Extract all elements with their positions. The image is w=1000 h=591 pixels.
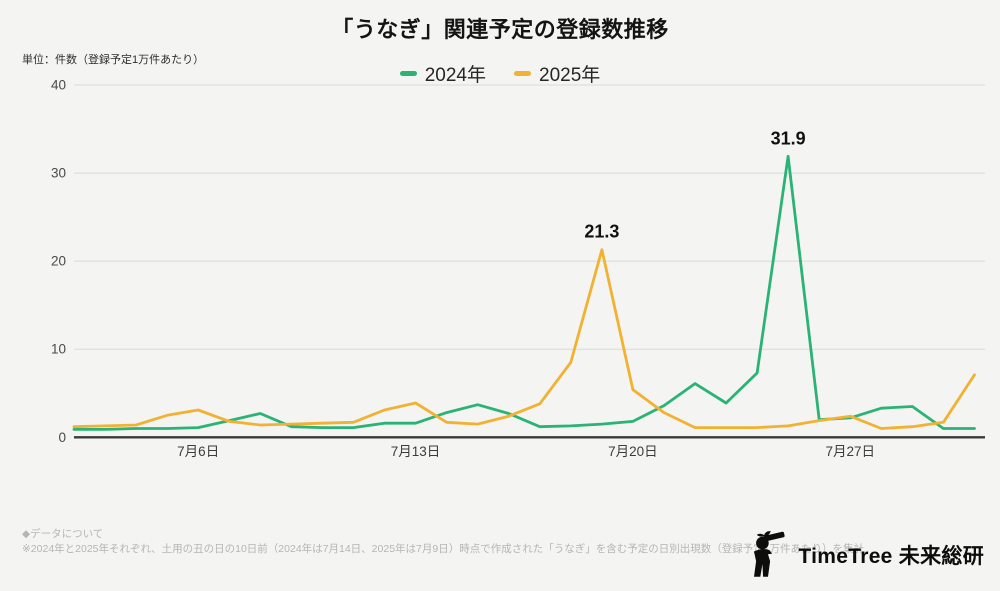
annotation-label: 31.9 — [771, 128, 806, 148]
legend-item-2024: 2024年 — [399, 60, 486, 87]
series-line-2025年 — [72, 248, 976, 430]
x-tick-label: 7月6日 — [177, 444, 219, 459]
x-tick-label: 7月20日 — [608, 444, 658, 459]
y-tick-label: 30 — [51, 166, 66, 181]
x-tick-label: 7月27日 — [825, 444, 875, 459]
legend-swatch-2025-icon — [514, 71, 531, 76]
line-chart: 0 10 20 30 40 7月6日 7月13日 7月20日 7月27日 21.3 31.9 — [51, 78, 985, 459]
timetree-logo-icon — [754, 531, 786, 577]
legend-item-2025: 2025年 — [514, 60, 600, 87]
annotation-label: 21.3 — [584, 222, 619, 242]
y-tick-label: 40 — [51, 78, 66, 93]
chart-legend: 2024年 2025年 — [0, 60, 1000, 87]
page-title: 「うなぎ」関連予定の登録数推移 — [331, 17, 669, 42]
y-tick-label: 10 — [51, 342, 66, 357]
y-tick-label: 20 — [51, 254, 66, 269]
timetree-logo: TimeTree 未来総研 — [747, 530, 984, 580]
legend-swatch-2024-icon — [399, 71, 417, 76]
x-tick-label: 7月13日 — [391, 444, 441, 459]
unit-label: 単位：件数（登録予定1万件あたり） — [22, 54, 205, 66]
footer-note-body: ※2024年と2025年それぞれ、土用の丑の日の10日前（2024年は7月14日… — [22, 543, 865, 555]
footer-note-heading: ◆データについて — [22, 528, 104, 540]
timetree-logo-text: TimeTree 未来総研 — [798, 545, 984, 568]
footer-note: ◆データについて ※2024年と2025年それぞれ、土用の丑の日の10日前（20… — [22, 527, 864, 557]
y-tick-label: 0 — [58, 430, 66, 445]
legend-label-2025: 2025年 — [539, 65, 601, 86]
series-line-2024年 — [72, 154, 976, 431]
legend-label-2024: 2024年 — [424, 65, 486, 86]
